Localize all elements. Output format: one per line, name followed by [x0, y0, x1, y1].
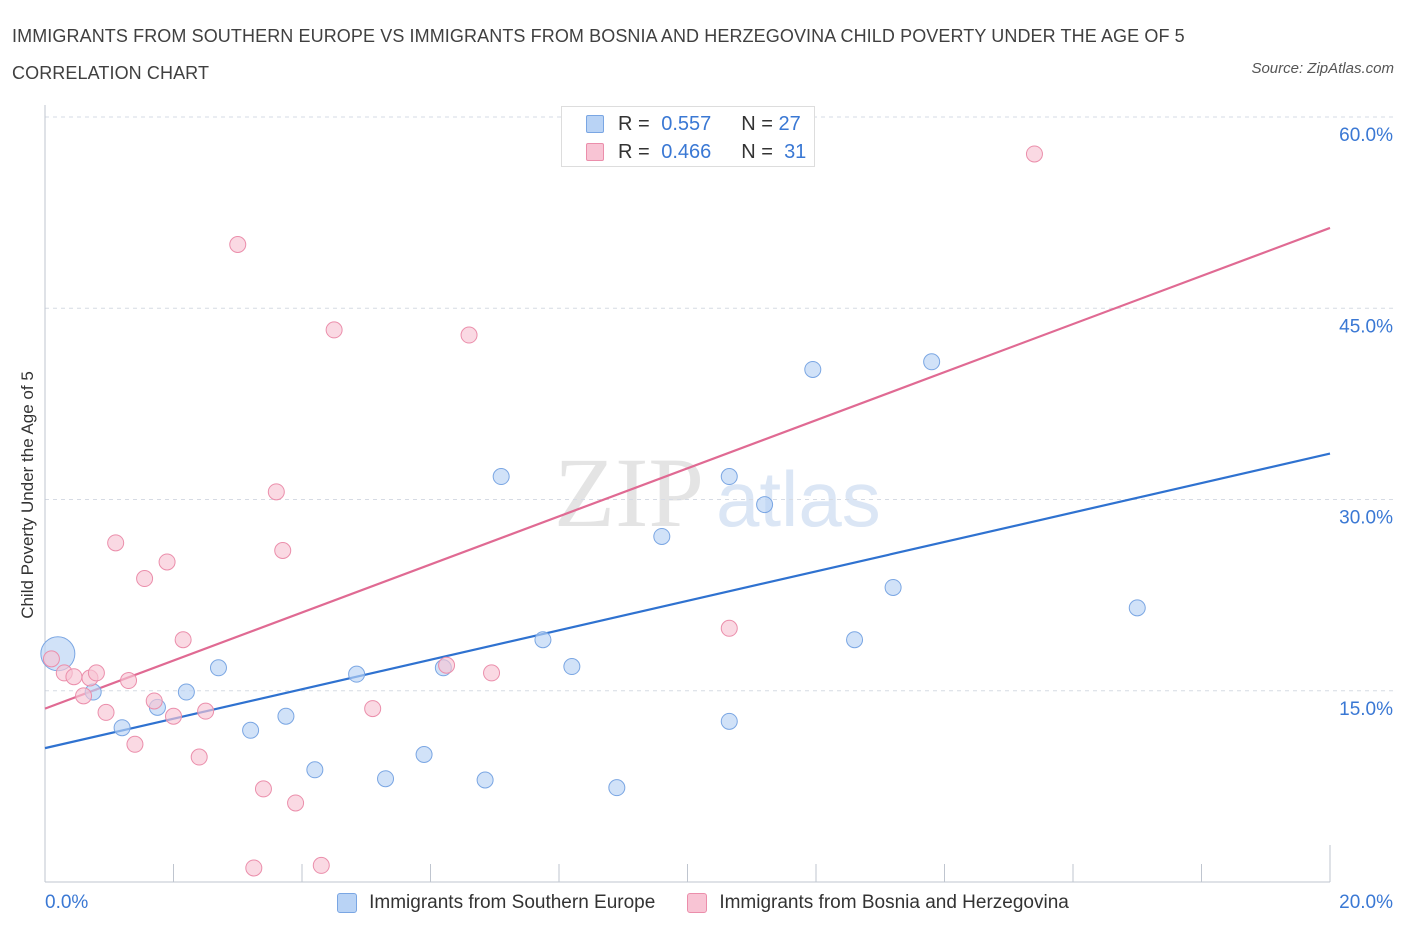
- y-tick-label: 60.0%: [1339, 125, 1393, 146]
- y-tick-label: 30.0%: [1339, 508, 1393, 529]
- point-bosnia: [438, 656, 456, 674]
- legend-row-southern-europe: R = 0.557 N = 27: [586, 113, 801, 135]
- legend-r-label: R =: [618, 140, 650, 163]
- point-southern-europe: [923, 353, 941, 371]
- point-bosnia: [287, 794, 305, 812]
- point-southern-europe: [415, 746, 433, 763]
- point-bosnia: [229, 236, 247, 253]
- point-southern-europe: [653, 527, 671, 545]
- legend-swatch-pink: [586, 143, 604, 161]
- point-bosnia: [158, 553, 176, 571]
- watermark: ZIP atlas: [554, 437, 881, 548]
- legend-r-label: R =: [618, 112, 650, 135]
- point-southern-europe: [756, 496, 774, 514]
- point-southern-europe: [177, 683, 195, 701]
- point-bosnia: [65, 668, 83, 686]
- point-southern-europe: [242, 721, 260, 739]
- point-southern-europe: [563, 658, 581, 676]
- point-bosnia: [87, 664, 105, 682]
- y-tick-label: 15.0%: [1339, 699, 1393, 720]
- point-bosnia: [120, 672, 138, 690]
- point-southern-europe: [492, 468, 510, 486]
- tick-labels: 15.0% 30.0% 45.0% 60.0% 0.0% 20.0%: [45, 125, 1393, 913]
- point-southern-europe: [476, 771, 494, 789]
- point-bosnia: [460, 326, 478, 344]
- point-southern-europe: [348, 665, 366, 683]
- point-southern-europe: [846, 631, 864, 649]
- legend-n-value: 27: [778, 112, 801, 135]
- point-southern-europe: [534, 631, 552, 649]
- point-southern-europe: [1128, 599, 1146, 617]
- point-southern-europe: [306, 761, 324, 779]
- point-bosnia: [107, 534, 125, 552]
- point-bosnia: [720, 619, 738, 637]
- point-bosnia: [1025, 145, 1043, 163]
- y-tick-label: 45.0%: [1339, 316, 1393, 337]
- x-tick-label: 20.0%: [1339, 892, 1393, 913]
- source-note: Source: ZipAtlas.com: [1251, 60, 1394, 77]
- x-tick-label: 0.0%: [45, 892, 88, 913]
- point-bosnia: [267, 483, 285, 501]
- series-swatch-blue: [337, 893, 358, 913]
- point-bosnia: [364, 700, 382, 718]
- trend-line-southern-europe: [44, 452, 1331, 750]
- series-legend-item-southern-europe: Immigrants from Southern Europe: [337, 892, 655, 914]
- series-swatch-pink: [687, 893, 708, 913]
- point-bosnia: [97, 703, 115, 721]
- point-southern-europe: [720, 468, 738, 486]
- point-bosnia: [165, 707, 182, 725]
- series-legend: Immigrants from Southern Europe Immigran…: [0, 890, 1406, 916]
- y-axis-label: Child Poverty Under the Age of 5: [18, 371, 37, 619]
- point-bosnia: [145, 692, 163, 710]
- point-bosnia: [174, 631, 192, 649]
- point-southern-europe: [113, 719, 131, 737]
- legend-row-bosnia: R = 0.466 N = 31: [586, 141, 806, 163]
- point-bosnia: [42, 650, 60, 668]
- point-bosnia: [126, 735, 144, 753]
- series-label-southern-europe: Immigrants from Southern Europe: [369, 892, 656, 913]
- trend-lines: [44, 226, 1331, 750]
- point-bosnia: [312, 856, 330, 874]
- point-southern-europe: [209, 659, 227, 677]
- legend-r-value: 0.466: [661, 140, 712, 163]
- data-points: [40, 145, 1146, 877]
- correlation-legend: R = 0.557 N = 27 R = 0.466 N = 31: [561, 106, 815, 167]
- chart-title: IMMIGRANTS FROM SOUTHERN EUROPE VS IMMIG…: [12, 26, 1185, 83]
- point-bosnia: [245, 859, 263, 877]
- legend-n-label: N =: [741, 112, 773, 135]
- point-southern-europe: [884, 578, 902, 596]
- legend-n-label: N =: [741, 140, 773, 163]
- point-southern-europe: [608, 779, 626, 797]
- point-bosnia: [274, 542, 292, 559]
- point-southern-europe: [377, 770, 395, 788]
- point-bosnia: [483, 664, 501, 682]
- point-southern-europe: [720, 712, 738, 730]
- grid-lines: [45, 116, 1395, 692]
- point-southern-europe: [804, 360, 822, 378]
- legend-n-value: 31: [784, 140, 807, 163]
- point-bosnia: [197, 702, 215, 720]
- trend-line-bosnia: [44, 226, 1331, 710]
- watermark-zip: ZIP: [554, 437, 704, 548]
- axes: [44, 105, 1331, 883]
- point-bosnia: [254, 780, 272, 798]
- point-bosnia: [190, 748, 208, 766]
- point-southern-europe: [277, 707, 295, 725]
- series-legend-item-bosnia: Immigrants from Bosnia and Herzegovina: [687, 892, 1069, 914]
- point-bosnia: [75, 687, 93, 705]
- legend-swatch-blue: [586, 115, 604, 133]
- series-label-bosnia: Immigrants from Bosnia and Herzegovina: [719, 892, 1069, 913]
- point-bosnia: [325, 321, 343, 339]
- point-bosnia: [136, 570, 154, 588]
- legend-r-value: 0.557: [661, 112, 712, 135]
